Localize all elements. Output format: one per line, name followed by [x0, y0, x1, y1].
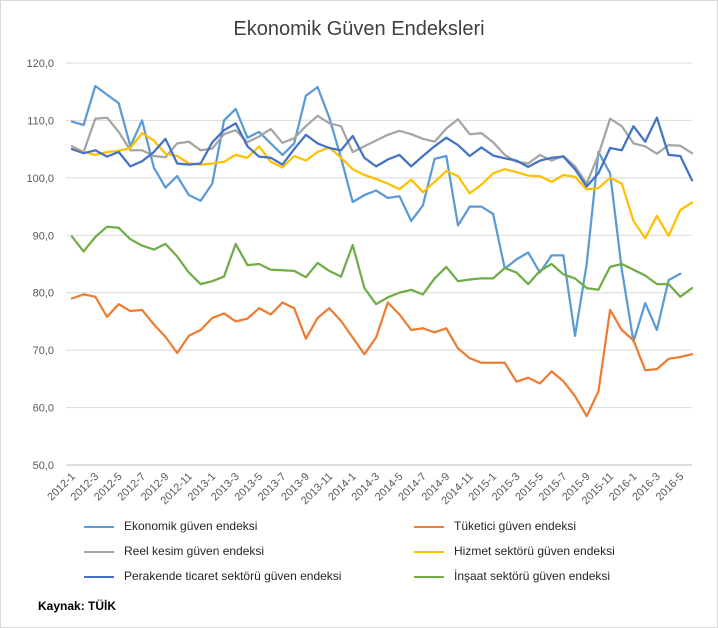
y-tick-label: 110,0: [27, 115, 54, 127]
y-tick-label: 50,0: [33, 460, 54, 472]
series-line-2: [70, 293, 694, 418]
series-line-4: [70, 131, 694, 240]
grid-layer: [66, 62, 692, 466]
series-line-5: [70, 116, 694, 188]
legend-label: İnşaat sektörü güven endeksi: [454, 569, 611, 583]
y-tick-label: 60,0: [33, 403, 54, 415]
legend-swatch: [414, 576, 444, 578]
y-tick-label: 100,0: [26, 173, 54, 185]
y-tick-label: 80,0: [33, 288, 54, 300]
x-axis: 2012-12012-32012-52012-72012-92012-11201…: [45, 471, 686, 507]
series-line-3: [70, 114, 694, 185]
legend-label: Tüketici güven endeksi: [454, 519, 577, 533]
y-tick-label: 120,0: [26, 58, 54, 70]
series-line-6: [70, 225, 694, 306]
chart-title: Ekonomik Güven Endeksleri: [233, 18, 485, 40]
series-line-1: [70, 84, 682, 343]
legend-swatch: [84, 576, 114, 578]
y-axis: 50,0 60,0 70,0 80,0 90,0 100,0 110,0 120,0: [26, 58, 54, 472]
legend-label: Ekonomik güven endeksi: [124, 519, 258, 533]
y-tick-label: 70,0: [33, 345, 54, 357]
legend-swatch: [84, 526, 114, 528]
legend-label: Perakende ticaret sektörü güven endeksi: [124, 569, 342, 583]
legend-swatch: [414, 526, 444, 528]
y-tick-label: 90,0: [33, 230, 54, 242]
series-layer: [70, 84, 694, 418]
legend-label: Hizmet sektörü güven endeksi: [454, 544, 615, 558]
legend-swatch: [84, 551, 114, 553]
source-label: Kaynak: TÜİK: [38, 599, 117, 613]
legend-swatch: [414, 551, 444, 553]
legend-label: Reel kesim güven endeksi: [124, 544, 265, 558]
